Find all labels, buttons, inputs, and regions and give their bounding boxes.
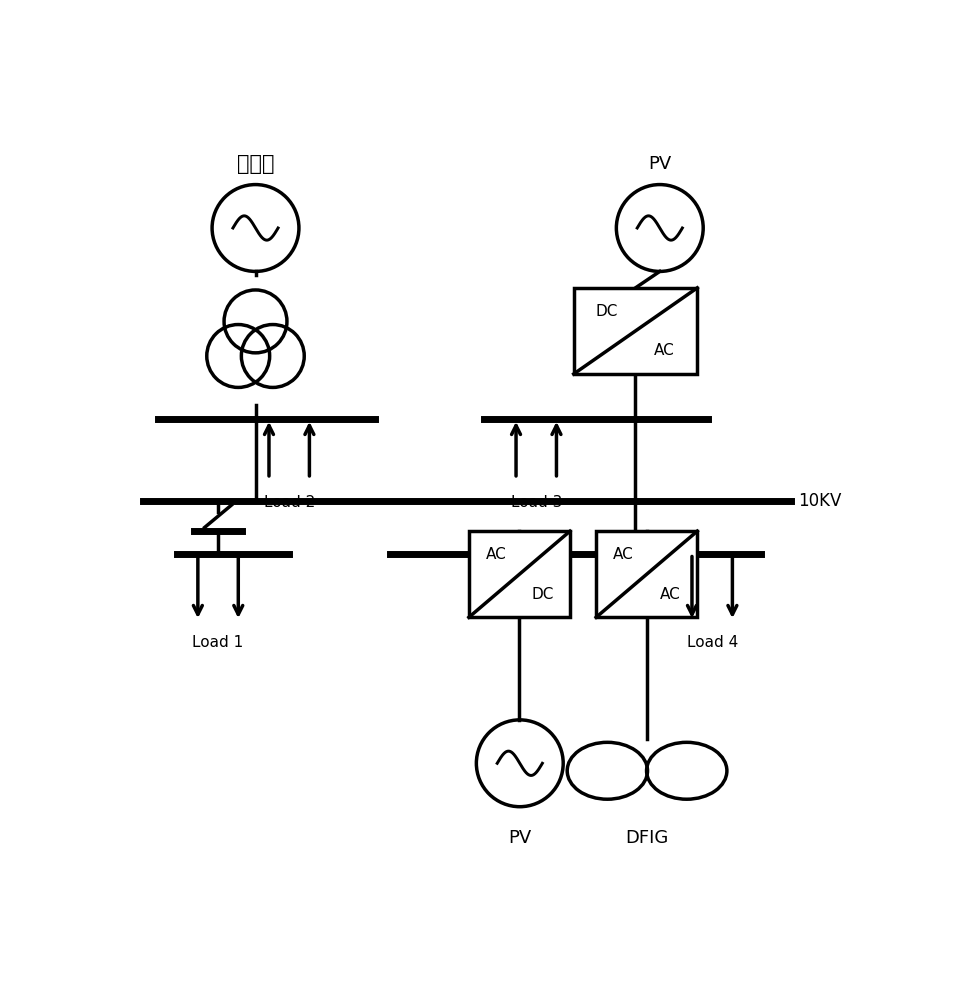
Text: AC: AC [613, 547, 634, 562]
Text: PV: PV [508, 829, 531, 847]
Text: DFIG: DFIG [625, 829, 668, 847]
Text: AC: AC [660, 587, 680, 602]
Text: AC: AC [486, 547, 506, 562]
Text: DC: DC [596, 304, 618, 319]
Bar [596, 531, 697, 617]
Text: Load 3: Load 3 [511, 495, 562, 510]
Text: PV: PV [648, 155, 671, 173]
Text: Load 1: Load 1 [192, 635, 243, 650]
Text: 同步机: 同步机 [237, 154, 274, 174]
Bar [469, 531, 570, 617]
Text: Load 4: Load 4 [687, 635, 738, 650]
Text: DC: DC [531, 587, 554, 602]
Text: AC: AC [653, 343, 674, 358]
Text: 10KV: 10KV [798, 492, 841, 510]
Bar [574, 288, 697, 374]
Text: Load 2: Load 2 [264, 495, 315, 510]
